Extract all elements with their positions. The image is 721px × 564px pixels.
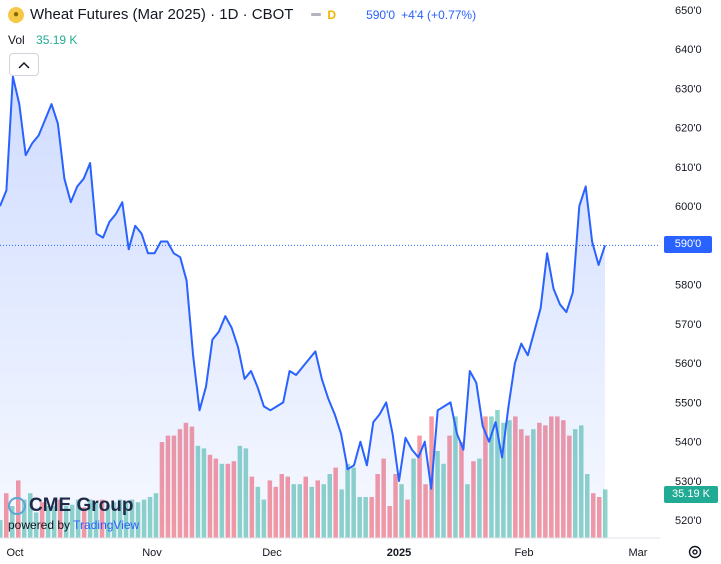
y-tick-label: 570'0 xyxy=(675,319,702,331)
y-tick-label: 610'0 xyxy=(675,162,702,174)
x-tick-label: 2025 xyxy=(387,547,411,559)
volume-value: 35.19 K xyxy=(36,33,78,47)
x-tick-label: Nov xyxy=(142,547,162,559)
price-axis: 520'0530'0540'0550'0560'0570'0580'0590'0… xyxy=(675,5,702,527)
gear-icon[interactable] xyxy=(687,544,703,560)
wheat-symbol-icon[interactable]: ● xyxy=(8,6,24,23)
volume-bar xyxy=(603,489,608,538)
chevron-up-icon xyxy=(18,61,30,69)
y-tick-label: 620'0 xyxy=(675,123,702,135)
last-price-tag: 590'0 xyxy=(664,236,712,253)
y-tick-label: 560'0 xyxy=(675,358,702,370)
y-tick-label: 640'0 xyxy=(675,44,702,56)
last-price: 590'0 xyxy=(366,7,396,22)
time-axis: Oct Nov Dec 2025 Feb Mar xyxy=(6,547,647,559)
x-tick-label: Feb xyxy=(515,547,534,559)
y-tick-label: 580'0 xyxy=(675,280,702,292)
branding[interactable]: CME Group powered by TradingView xyxy=(8,495,139,532)
price-area-fill xyxy=(0,76,605,538)
x-tick-label: Mar xyxy=(629,547,648,559)
price-line xyxy=(0,75,606,490)
chart-legend: ● Wheat Futures (Mar 2025) · 1D · CBOT D… xyxy=(8,6,476,23)
symbol-title[interactable]: Wheat Futures (Mar 2025) · 1D · CBOT xyxy=(30,6,294,23)
y-tick-label: 540'0 xyxy=(675,437,702,449)
cme-logo: CME Group xyxy=(8,495,139,517)
powered-by-label: powered by xyxy=(8,518,71,532)
interval-badge: D xyxy=(327,7,337,22)
y-tick-label: 550'0 xyxy=(675,397,702,409)
y-tick-label: 600'0 xyxy=(675,201,702,213)
price-change: +4'4 (+0.77%) xyxy=(401,7,477,22)
collapse-legend-button[interactable] xyxy=(9,53,39,76)
volume-label: Vol xyxy=(8,33,25,47)
y-tick-label: 530'0 xyxy=(675,476,702,488)
y-tick-label: 650'0 xyxy=(675,5,702,17)
x-tick-label: Dec xyxy=(262,547,282,559)
volume-tag: 35.19 K xyxy=(664,486,718,503)
minus-icon xyxy=(311,13,322,16)
provider-name: TradingView xyxy=(73,518,140,532)
y-tick-label: 520'0 xyxy=(675,515,702,527)
powered-by: powered by TradingView xyxy=(8,518,139,532)
volume-legend: Vol 35.19 K xyxy=(8,33,77,47)
company-name: CME Group xyxy=(29,495,134,516)
x-tick-label: Oct xyxy=(6,547,23,559)
y-tick-label: 630'0 xyxy=(675,83,702,95)
globe-icon xyxy=(8,497,26,515)
